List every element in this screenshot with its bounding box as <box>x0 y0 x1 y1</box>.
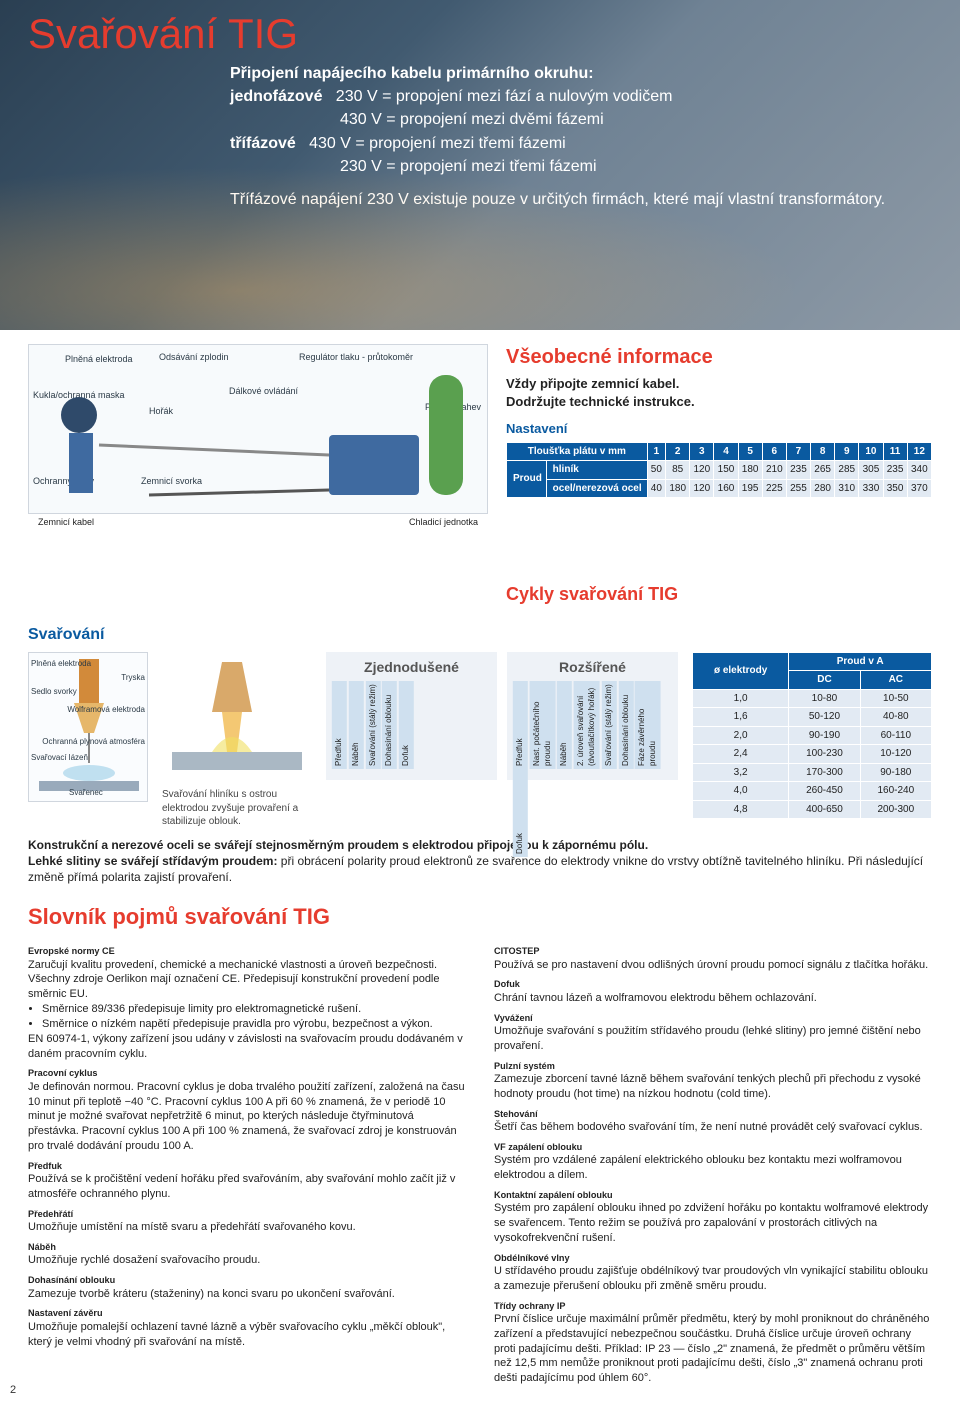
arc-illustration <box>162 652 312 780</box>
electrode-table: ø elektrodyProud v ADCAC1,010-8010-501,6… <box>692 652 932 820</box>
equipment-diagram: Plněná elektroda Kukla/ochranná maska Od… <box>28 344 488 574</box>
torch-caption: Svařování hliníku s ostrou elektrodou zv… <box>162 788 312 829</box>
general-info-title: Všeobecné informace <box>506 344 932 371</box>
dl-earth-cable: Zemnicí kabel <box>38 516 94 528</box>
torch-diagram: Plněná elektroda Sedlo svorky Svařovací … <box>28 652 148 802</box>
general-line1: Vždy připojte zemnicí kabel. <box>506 375 932 393</box>
cycle-extended: Rozšířené PředfukNast. počátečního proud… <box>507 652 678 780</box>
thickness-table: Tloušťka plátu v mm123456789101112Proudh… <box>506 442 932 499</box>
tl-tungsten: Wolframová elektroda <box>67 705 145 716</box>
tl-pool: Svařovací lázeň <box>31 753 88 764</box>
cycles-title: Cykly svařování TIG <box>506 582 932 606</box>
settings-header: Nastavení <box>506 420 932 438</box>
cycle-simple-title: Zjednodušené <box>332 658 491 677</box>
tl-electrode: Plněná elektroda <box>31 659 91 670</box>
hero-banner: Svařování TIG Připojení napájecího kabel… <box>0 0 960 330</box>
cycle-simple: Zjednodušené PředfukNáběhSvařování (stál… <box>326 652 497 780</box>
tl-collet: Sedlo svorky <box>31 687 77 698</box>
intro-block: Připojení napájecího kabelu primárního o… <box>230 62 920 211</box>
dl-cooling: Chladicí jednotka <box>409 516 478 528</box>
page-title: Svařování TIG <box>28 6 298 63</box>
intro-lead: Připojení napájecího kabelu primárního o… <box>230 65 594 82</box>
para2-bold: Lehké slitiny se svářejí střídavým proud… <box>28 854 277 868</box>
tl-workpiece: Svařenec <box>69 788 103 799</box>
tl-gas: Ochranná plynová atmosféra <box>42 737 145 748</box>
glossary-title: Slovník pojmů svařování TIG <box>28 902 932 932</box>
page-number: 2 <box>10 1383 16 1398</box>
cycle-ext-title: Rozšířené <box>513 658 672 677</box>
glossary-col-left: Evropské normy CEZaručují kvalitu proved… <box>28 939 466 1386</box>
svarovani-title: Svařování <box>28 624 932 646</box>
general-line2: Dodržujte technické instrukce. <box>506 393 932 411</box>
tl-nozzle: Tryska <box>121 673 145 684</box>
glossary-col-right: CITOSTEPPoužívá se pro nastavení dvou od… <box>494 939 932 1386</box>
intro-footer: Třífázové napájení 230 V existuje pouze … <box>230 188 920 211</box>
body-paragraphs: Konstrukční a nerezové oceli se svářejí … <box>28 837 932 886</box>
